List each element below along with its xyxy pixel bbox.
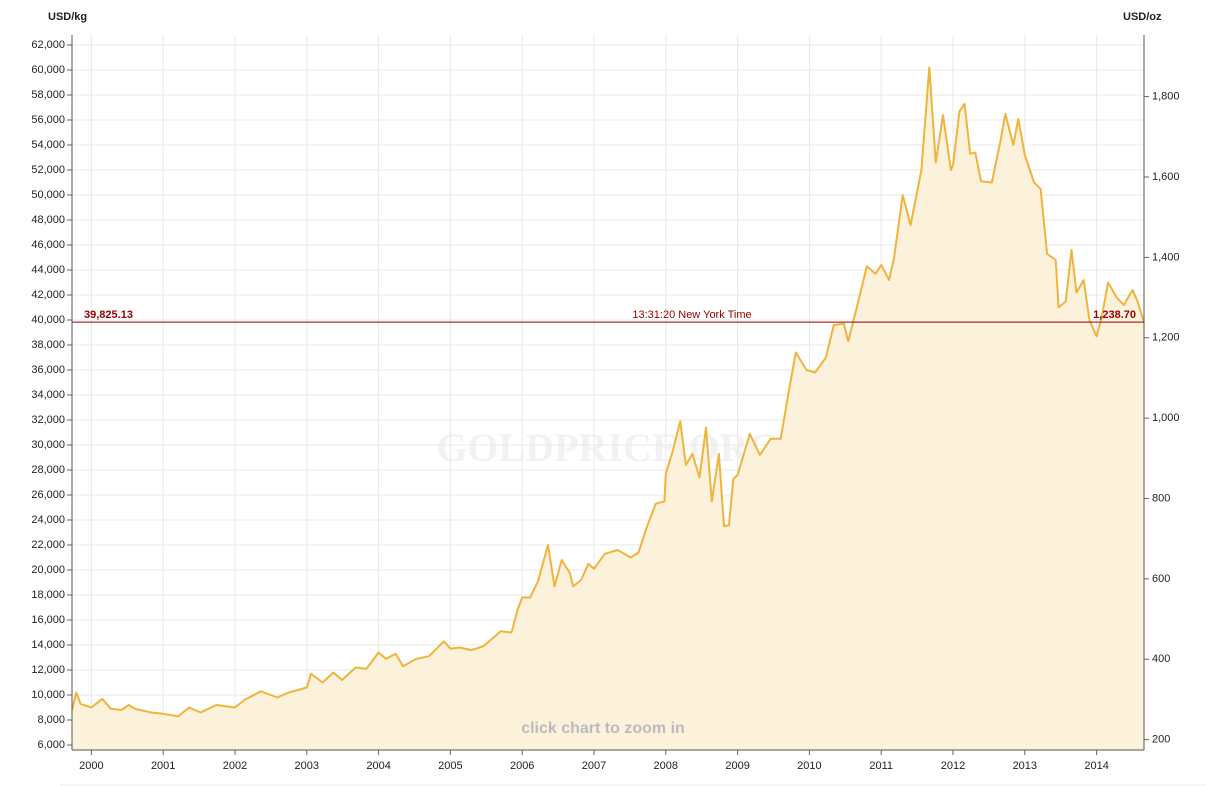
y-tick-label: 56,000 <box>31 114 65 126</box>
price-line <box>71 66 1145 718</box>
y-tick-label: 24,000 <box>31 514 65 526</box>
y-tick-label: 8,000 <box>37 714 65 726</box>
y2-tick-label: 1,000 <box>1152 412 1180 424</box>
x-tick-label: 2012 <box>941 760 965 772</box>
x-tick-label: 2009 <box>725 760 749 772</box>
y-tick-label: 54,000 <box>31 139 65 151</box>
x-tick-label: 2014 <box>1084 760 1108 772</box>
y-axis-label: USD/kg <box>48 11 87 23</box>
y2-axis-label: USD/oz <box>1123 11 1162 23</box>
y2-tick-label: 1,600 <box>1152 171 1180 183</box>
current-price-label: 39,825.13 <box>84 309 133 321</box>
y2-tick-label: 1,200 <box>1152 332 1180 344</box>
y-tick-label: 50,000 <box>31 189 65 201</box>
x-tick-label: 2002 <box>223 760 247 772</box>
x-tick-label: 2010 <box>797 760 821 772</box>
y2-tick-label: 400 <box>1152 653 1170 665</box>
y-tick-label: 18,000 <box>31 589 65 601</box>
y2-tick-label: 1,800 <box>1152 91 1180 103</box>
y-tick-label: 42,000 <box>31 289 65 301</box>
x-tick-label: 2001 <box>151 760 175 772</box>
y-tick-label: 28,000 <box>31 464 65 476</box>
y-tick-label: 52,000 <box>31 164 65 176</box>
y-tick-label: 10,000 <box>31 689 65 701</box>
y-tick-label: 14,000 <box>31 639 65 651</box>
x-tick-label: 2003 <box>295 760 319 772</box>
y-tick-label: 48,000 <box>31 214 65 226</box>
y-tick-label: 26,000 <box>31 489 65 501</box>
x-tick-label: 2013 <box>1013 760 1037 772</box>
y2-tick-label: 800 <box>1152 492 1170 504</box>
y-tick-label: 58,000 <box>31 89 65 101</box>
y-tick-label: 36,000 <box>31 364 65 376</box>
y-tick-label: 38,000 <box>31 339 65 351</box>
y-tick-label: 34,000 <box>31 389 65 401</box>
current-time-label: 13:31:20 New York Time <box>632 309 751 321</box>
y2-tick-label: 600 <box>1152 573 1170 585</box>
zoom-hint: click chart to zoom in <box>521 720 685 737</box>
y-tick-label: 62,000 <box>31 39 65 51</box>
y-tick-label: 30,000 <box>31 439 65 451</box>
y-tick-label: 22,000 <box>31 539 65 551</box>
y-tick-label: 16,000 <box>31 614 65 626</box>
x-tick-label: 2008 <box>654 760 678 772</box>
current-price-oz-label: 1,238.70 <box>1093 309 1136 321</box>
y-tick-label: 60,000 <box>31 64 65 76</box>
y-tick-label: 46,000 <box>31 239 65 251</box>
y2-tick-label: 200 <box>1152 734 1170 746</box>
x-tick-label: 2006 <box>510 760 534 772</box>
x-tick-label: 2007 <box>582 760 606 772</box>
y-tick-label: 32,000 <box>31 414 65 426</box>
y-tick-label: 6,000 <box>37 739 65 751</box>
y-tick-label: 12,000 <box>31 664 65 676</box>
y-tick-label: 44,000 <box>31 264 65 276</box>
area <box>72 67 1144 750</box>
x-tick-label: 2004 <box>366 760 390 772</box>
y-tick-label: 20,000 <box>31 564 65 576</box>
x-tick-label: 2000 <box>79 760 103 772</box>
watermark: GOLDPRICE.ORG <box>436 425 779 470</box>
x-tick-label: 2011 <box>869 760 893 772</box>
y-tick-label: 40,000 <box>31 314 65 326</box>
y2-tick-label: 1,400 <box>1152 251 1180 263</box>
x-tick-label: 2005 <box>438 760 462 772</box>
